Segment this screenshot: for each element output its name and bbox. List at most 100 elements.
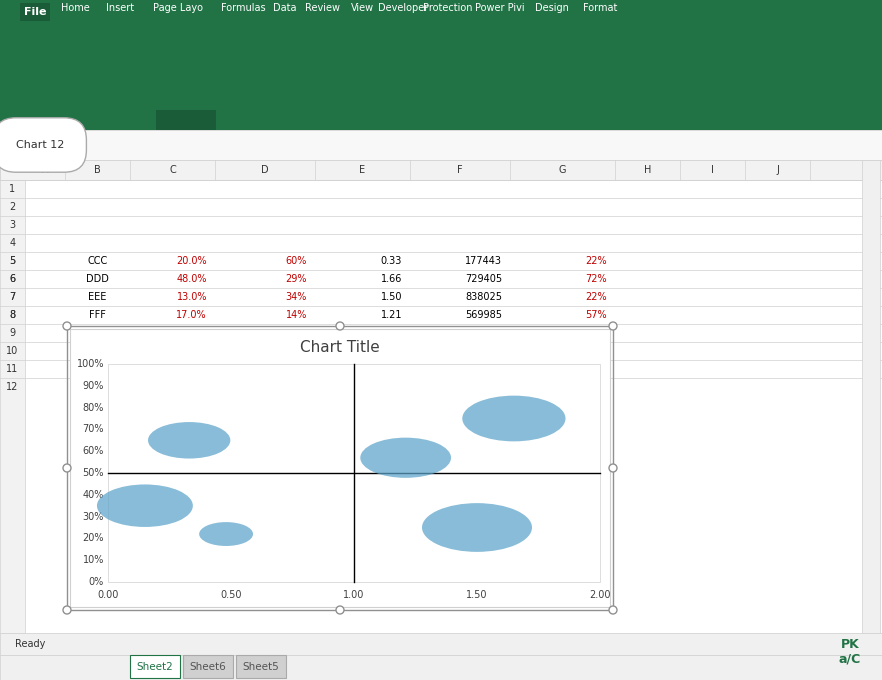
Text: H: H — [644, 165, 651, 175]
Text: 12: 12 — [6, 382, 19, 392]
Text: 5: 5 — [10, 256, 16, 266]
Text: A: A — [41, 165, 49, 175]
Bar — [70, 329, 610, 607]
Text: 4: 4 — [10, 238, 16, 248]
Text: 100%: 100% — [77, 359, 104, 369]
Text: 0%: 0% — [89, 577, 104, 587]
Circle shape — [336, 606, 344, 614]
Bar — [0, 655, 882, 680]
Text: 50%: 50% — [83, 468, 104, 478]
Text: Protection: Protection — [423, 3, 473, 13]
Bar — [0, 130, 882, 160]
Text: Formulas: Formulas — [220, 3, 265, 13]
Text: FFF: FFF — [89, 310, 106, 320]
Text: PK
a/C: PK a/C — [839, 638, 861, 666]
Bar — [130, 655, 180, 678]
Text: Chart 12: Chart 12 — [16, 140, 64, 150]
Text: 60%: 60% — [83, 446, 104, 456]
Text: 72%: 72% — [586, 274, 607, 284]
Text: Format: Format — [583, 3, 617, 13]
Text: 22%: 22% — [586, 292, 607, 302]
Text: Developer: Developer — [377, 3, 428, 13]
Text: 29%: 29% — [286, 274, 307, 284]
Text: 80%: 80% — [83, 403, 104, 413]
Bar — [0, 160, 25, 633]
Text: Home: Home — [61, 3, 89, 13]
Text: 13.0%: 13.0% — [176, 292, 207, 302]
Circle shape — [336, 322, 344, 330]
Bar — [236, 655, 286, 678]
Text: 729405: 729405 — [465, 274, 502, 284]
Text: 20.0%: 20.0% — [176, 256, 207, 266]
Text: C: C — [169, 165, 176, 175]
Text: 3: 3 — [10, 220, 16, 230]
Text: Insert: Insert — [106, 3, 134, 13]
Text: 30%: 30% — [83, 511, 104, 522]
Text: Design: Design — [535, 3, 569, 13]
Bar — [0, 0, 882, 130]
Circle shape — [63, 322, 71, 330]
Text: 60%: 60% — [286, 256, 307, 266]
Text: 5: 5 — [10, 256, 16, 266]
Text: 90%: 90% — [83, 381, 104, 391]
Text: 8: 8 — [10, 310, 16, 320]
Text: 838025: 838025 — [465, 292, 502, 302]
Text: 10%: 10% — [83, 555, 104, 565]
Bar — [108, 364, 600, 582]
Text: 1.21: 1.21 — [380, 310, 402, 320]
Text: 2: 2 — [10, 202, 16, 212]
Text: 40%: 40% — [83, 490, 104, 500]
Text: 20%: 20% — [83, 533, 104, 543]
Circle shape — [609, 322, 617, 330]
Text: B: B — [94, 165, 101, 175]
Text: Power Pivi: Power Pivi — [475, 3, 525, 13]
Text: 0.50: 0.50 — [220, 590, 242, 600]
Ellipse shape — [199, 522, 253, 546]
Bar — [0, 160, 882, 633]
Bar — [183, 655, 233, 678]
Text: 6: 6 — [10, 274, 16, 284]
Circle shape — [63, 464, 71, 472]
Text: File: File — [24, 7, 46, 17]
Text: 1.50: 1.50 — [380, 292, 402, 302]
Ellipse shape — [97, 484, 193, 527]
Text: 14%: 14% — [286, 310, 307, 320]
Text: Ready: Ready — [15, 639, 45, 649]
Circle shape — [63, 606, 71, 614]
Text: Sheet6: Sheet6 — [190, 662, 227, 673]
Text: 177443: 177443 — [465, 256, 502, 266]
Text: 22%: 22% — [586, 256, 607, 266]
Text: Sheet2: Sheet2 — [137, 662, 174, 673]
Text: J: J — [776, 165, 779, 175]
Text: 1.66: 1.66 — [381, 274, 402, 284]
Text: 8: 8 — [10, 310, 16, 320]
Text: EEE: EEE — [88, 292, 107, 302]
Bar — [0, 633, 882, 655]
Text: 569985: 569985 — [465, 310, 502, 320]
Text: 0.00: 0.00 — [97, 590, 119, 600]
Text: Review: Review — [305, 3, 340, 13]
Circle shape — [609, 606, 617, 614]
Text: E: E — [360, 165, 365, 175]
Text: 2.00: 2.00 — [589, 590, 610, 600]
Text: 7: 7 — [10, 292, 16, 302]
Text: 1: 1 — [10, 184, 16, 194]
Text: 9: 9 — [10, 328, 16, 338]
Text: Sheet5: Sheet5 — [243, 662, 280, 673]
Text: 34%: 34% — [286, 292, 307, 302]
Bar — [67, 326, 613, 610]
Ellipse shape — [148, 422, 230, 458]
Text: 7: 7 — [10, 292, 16, 302]
Text: 48.0%: 48.0% — [176, 274, 207, 284]
Text: 70%: 70% — [83, 424, 104, 435]
Text: F: F — [457, 165, 463, 175]
Ellipse shape — [462, 396, 565, 441]
Text: 11: 11 — [6, 364, 19, 374]
Text: CCC: CCC — [87, 256, 108, 266]
Text: 1.50: 1.50 — [467, 590, 488, 600]
Text: 1.00: 1.00 — [343, 590, 364, 600]
Ellipse shape — [361, 438, 451, 478]
Text: 6: 6 — [10, 274, 16, 284]
Text: 57%: 57% — [586, 310, 607, 320]
Text: 10: 10 — [6, 346, 19, 356]
